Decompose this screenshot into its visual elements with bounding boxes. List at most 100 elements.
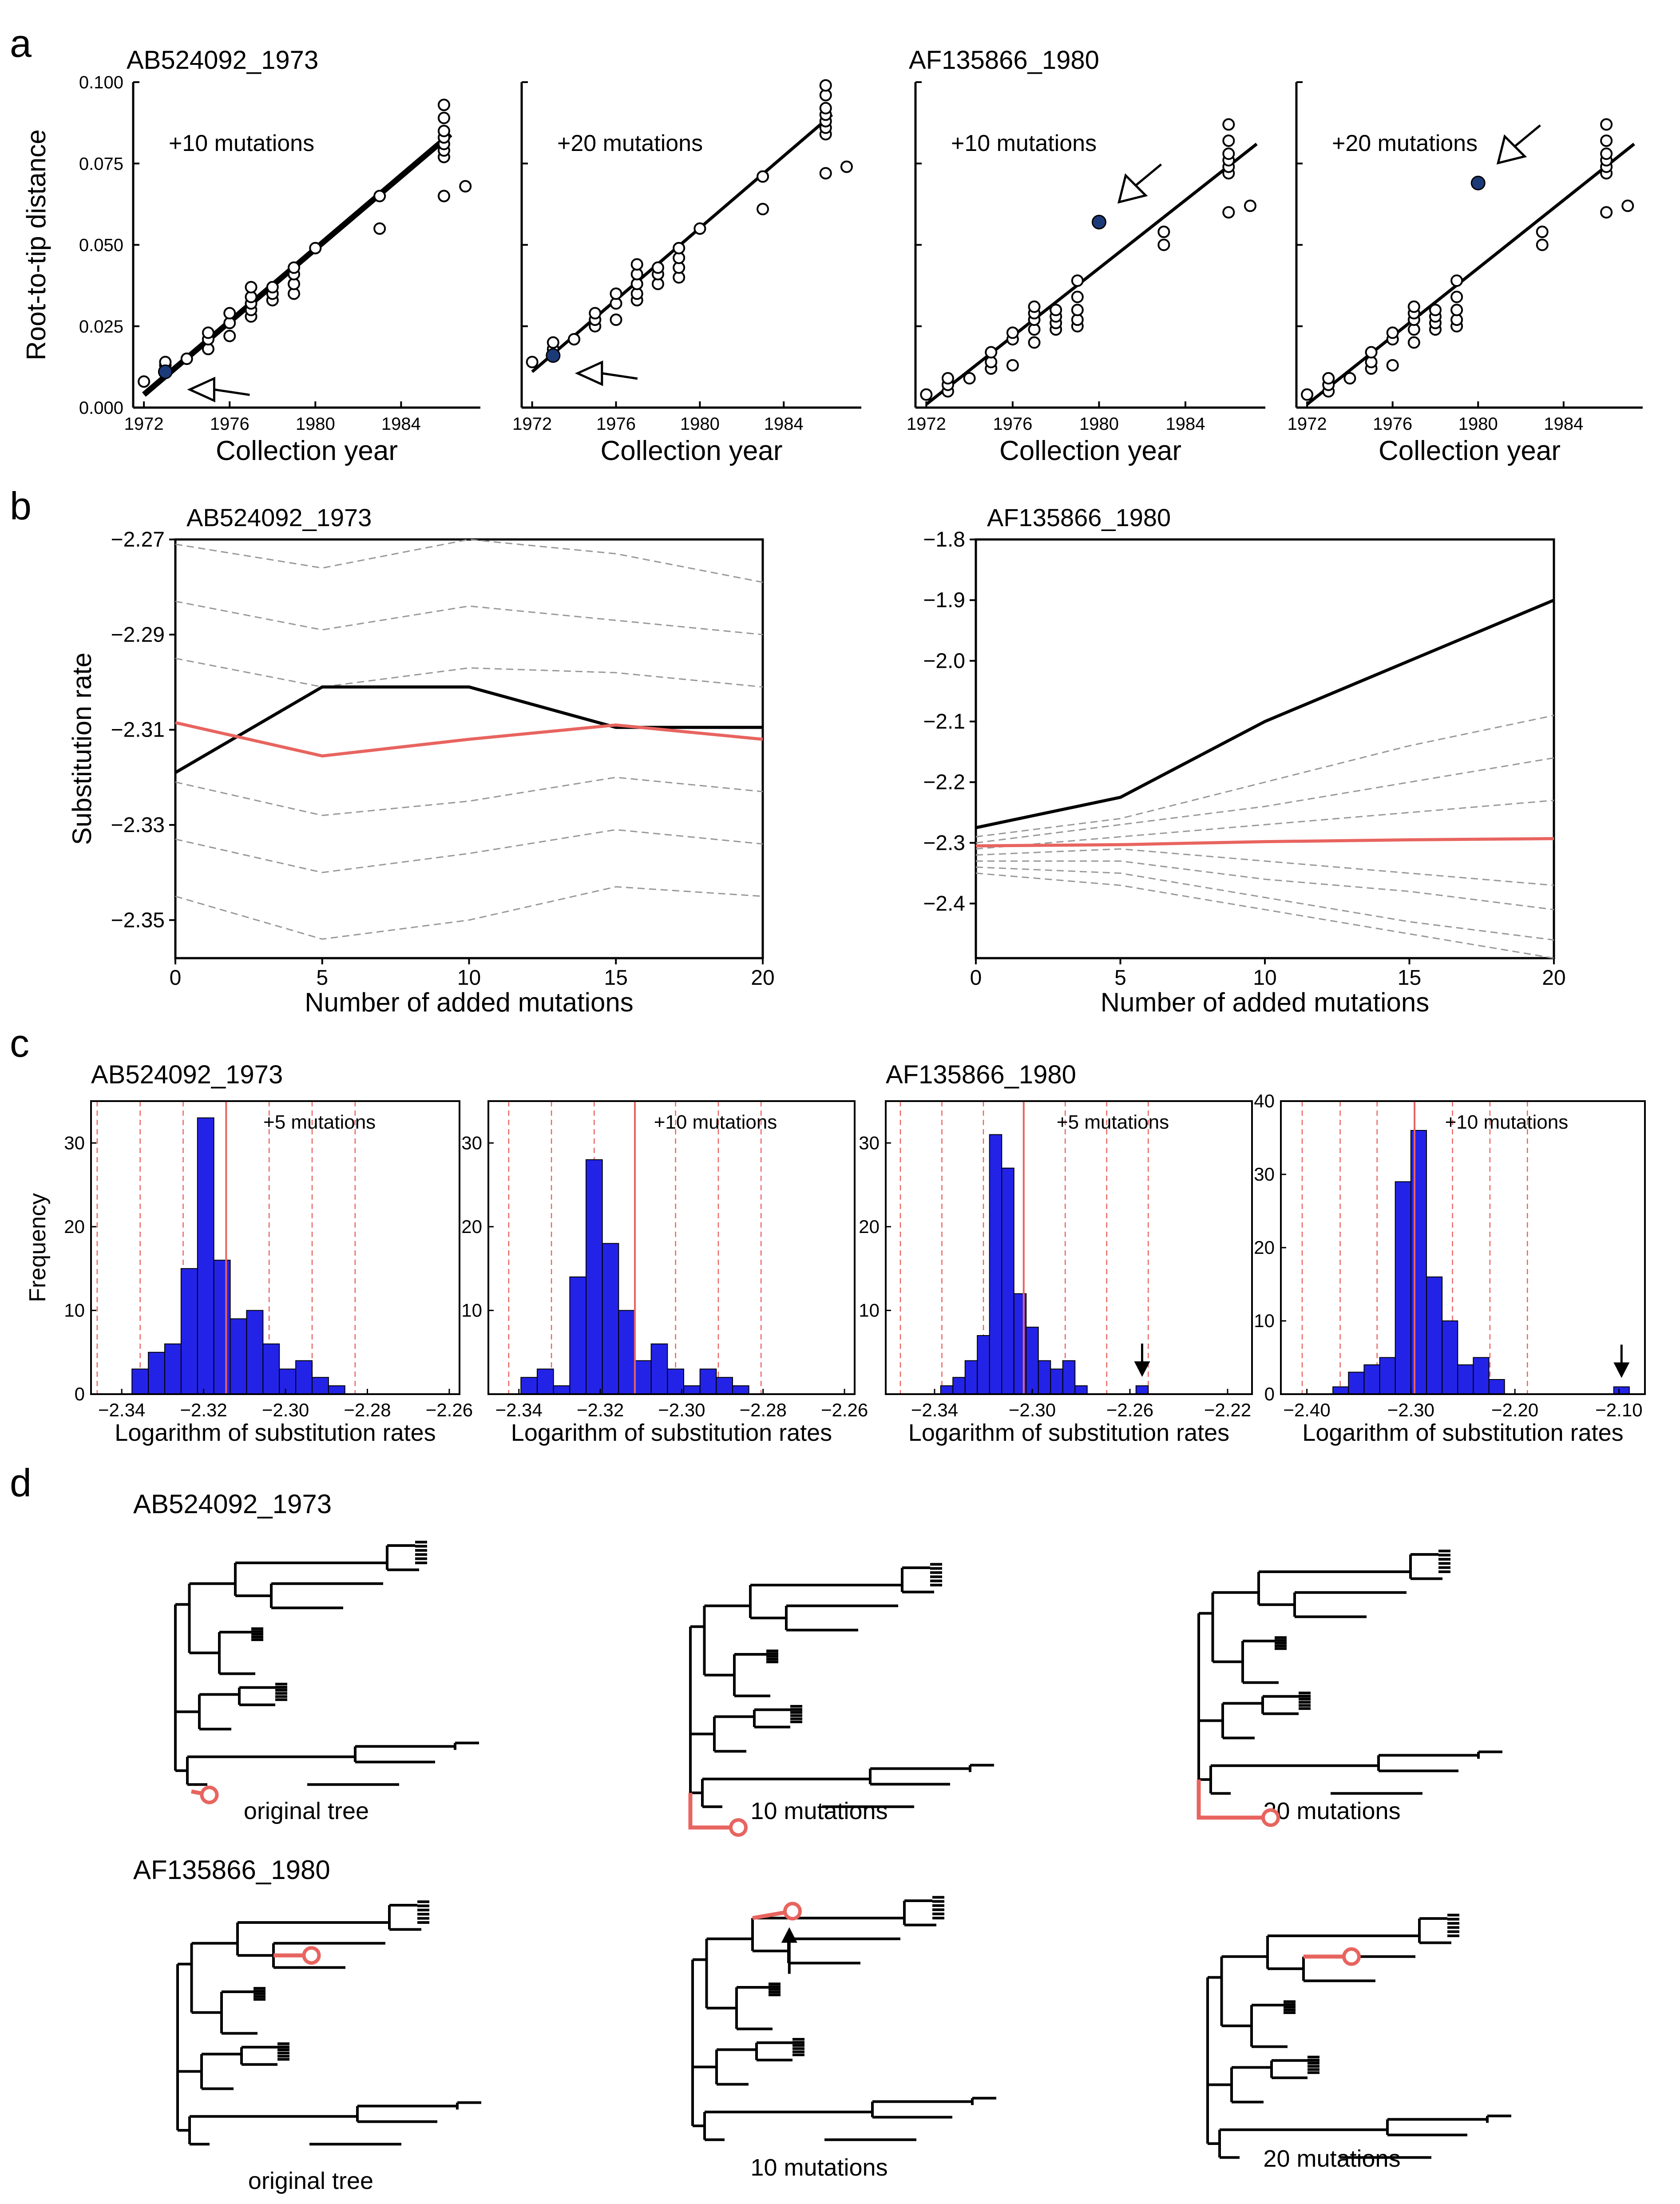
y-tick-label: 0.100 [79,73,123,92]
histogram-bar [1442,1320,1458,1395]
x-tick-label: 20 [751,966,774,990]
data-point [1301,388,1314,401]
data-point [1157,226,1170,238]
chart-title: AB524092_1973 [91,1060,283,1089]
data-point [1071,290,1084,303]
phylogenetic-tree [1197,1550,1502,1827]
x-tick-label: 1972 [1288,414,1327,434]
histogram-bar [1426,1276,1443,1395]
data-point [1028,336,1041,349]
data-point [526,356,539,369]
histogram-bar [732,1385,749,1395]
panel-b-line-plots: −2.27−2.29−2.31−2.33−2.350 5 10 15 20Number … [67,503,1566,1017]
line-plot-b1: −2.27 −2.29 −2.31 −2.33 −2.35 0 5 10 15 20 Number … [67,503,775,1017]
arrow-shaft [602,372,638,380]
y-tick-label: 30 [859,1132,880,1153]
y-axis-label: Frequency [25,1193,51,1302]
data-point [819,102,832,115]
quantile-dashed-line [175,886,763,940]
x-tick-label: 1976 [596,414,636,434]
histogram-bar [246,1310,264,1395]
x-tick-label: 15 [1398,966,1421,990]
data-point [610,287,622,300]
data-point [840,160,853,173]
tree-row1-label: AB524092_1973 [133,1489,332,1519]
y-tick-label: −2.33 [111,813,165,837]
x-tick-label: −2.30 [262,1399,309,1420]
x-tick-label: 1972 [907,414,946,434]
data-point [1071,274,1084,287]
data-point [1600,147,1613,160]
x-tick-label: 1984 [381,414,421,434]
x-tick-label: 15 [604,966,628,990]
x-tick-label: 0 [170,966,182,990]
data-point [437,111,450,124]
highlighted-sample [546,348,561,363]
y-tick-label: 20 [1254,1237,1275,1258]
x-tick-label: −2.30 [1387,1399,1434,1420]
x-axis-label: Logarithm of substitution rates [511,1419,832,1446]
data-point [1222,118,1235,131]
x-axis-label: Logarithm of substitution rates [115,1419,436,1446]
x-tick-label: −2.10 [1595,1399,1642,1420]
data-point [180,353,193,365]
plot-frame [1280,1100,1646,1395]
x-tick-label: −2.34 [911,1399,958,1420]
plot-frame [174,538,764,959]
tree-caption-3: 20 mutations [1263,1798,1400,1824]
x-axis-label: Collection year [1379,436,1561,466]
x-tick-label: 10 [457,966,481,990]
data-point [610,313,622,326]
y-tick-label: 0.000 [79,398,123,418]
data-point [1322,372,1335,385]
y-tick-label: 40 [1254,1090,1275,1111]
y-axis-label: Substitution rate [67,653,97,845]
data-point [1222,134,1235,147]
mutated-branch [1197,1780,1271,1820]
histogram-bar [230,1318,247,1395]
data-point [437,124,450,137]
data-point [1621,199,1634,212]
x-tick-label: 1976 [210,414,250,434]
histogram-bar [164,1343,182,1395]
quantile-dashed-line [175,829,763,873]
histogram-bar [634,1360,652,1395]
data-point [266,281,279,293]
tree-caption-1: original tree [244,1798,369,1824]
regression-line [925,143,1258,406]
data-point [941,372,954,385]
histogram-bar [295,1360,313,1395]
mutation-annotation: +5 mutations [1057,1111,1169,1133]
line-plot-b2: −1.8 −1.9 −2.0 −2.1 −2.2 −2.3 −2.4 0 5 10 15 20 Numb… [923,503,1565,1017]
y-tick-label: −1.8 [923,528,965,551]
data-point [309,242,322,254]
histogram-bar [520,1377,538,1395]
data-point [920,388,933,401]
histogram-bar [1135,1385,1149,1395]
phylogenetic-tree [176,1900,481,2146]
y-tick-label: 0 [1264,1383,1275,1404]
x-tick-label: 5 [316,966,328,990]
y-tick-label: 0.025 [79,317,123,337]
data-point [223,307,236,320]
histogram-bar [1026,1327,1039,1395]
arrow-shaft [1134,163,1162,187]
y-tick-label: 10 [1254,1310,1275,1331]
y-tick-label: 20 [64,1216,85,1237]
data-point [1050,304,1062,317]
plot-frame [487,1100,856,1395]
histogram-bar [197,1117,214,1395]
tree-caption-5: 10 mutations [750,2154,888,2181]
tree-row2-label: AF135866_1980 [133,1855,330,1885]
plot-frame [885,1100,1253,1395]
y-tick-label: 10 [64,1300,85,1320]
mutated-branch [688,1793,738,1830]
histogram-bar [1379,1357,1396,1395]
x-axis-label: Number of added mutations [305,987,633,1017]
histogram-bar [1613,1386,1630,1395]
y-tick-label: 30 [461,1132,482,1153]
y-tick-label: 30 [1254,1164,1275,1185]
mutated-tip-marker [783,1902,802,1921]
quantile-dashed-line [175,658,763,688]
